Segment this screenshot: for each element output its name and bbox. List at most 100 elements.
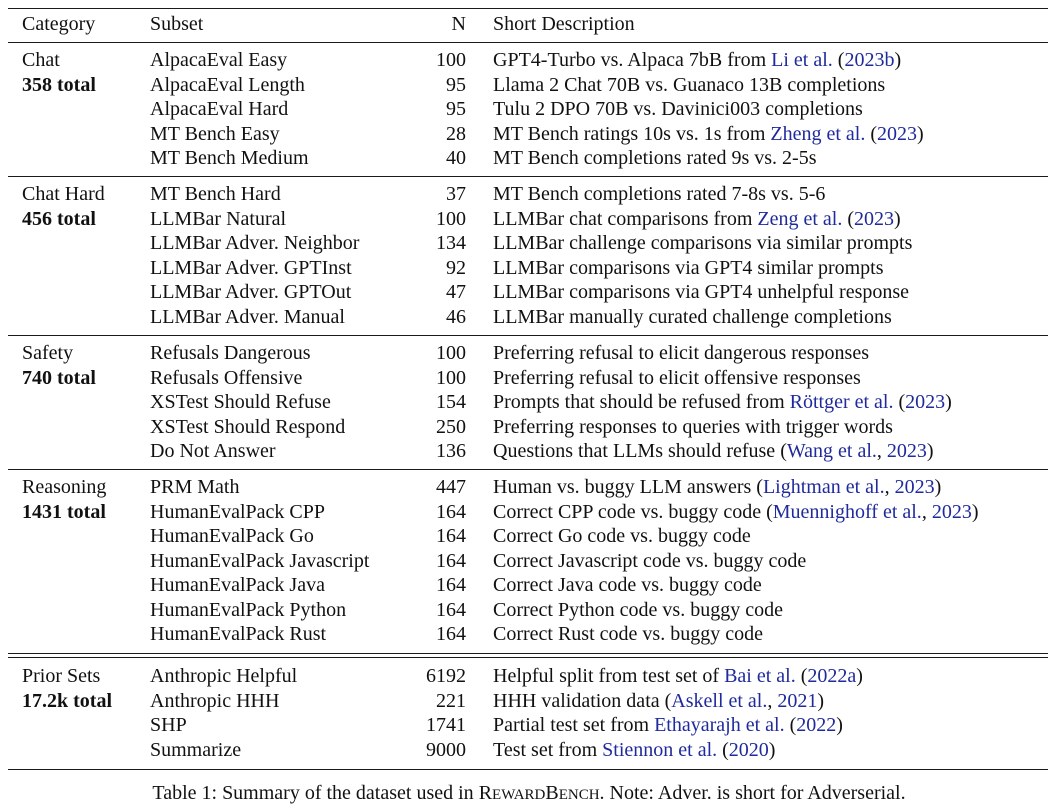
citation-year-link[interactable]: 2022 — [796, 714, 837, 736]
description-text: Preferring responses to queries with tri… — [493, 415, 893, 438]
citation-year-link[interactable]: 2023 — [854, 207, 895, 230]
citation-year-link[interactable]: 2023 — [931, 500, 972, 523]
citation-year-link[interactable]: 2023b — [844, 49, 895, 71]
short-description: Preferring refusal to elicit offensive r… — [493, 366, 861, 391]
subset-name: HumanEvalPack CPP — [150, 500, 325, 523]
short-description: LLMBar challenge comparisons via similar… — [493, 231, 912, 256]
table-row: LLMBar Adver. Manual 46 LLMBar manually cu… — [0, 305, 1058, 330]
subset-name: Refusals Dangerous — [150, 342, 311, 364]
caption-suffix: . Note: Adver. is short for Adverserial. — [599, 782, 906, 804]
table-row: 1431 total HumanEvalPack CPP 164 Correct CP… — [0, 500, 1058, 525]
caption-prefix: Table 1: Summary of the dataset used in — [152, 782, 479, 804]
short-description: MT Bench completions rated 7-8s vs. 5-6 — [493, 182, 825, 207]
subset-count: 37 — [446, 183, 466, 205]
description-text: LLMBar comparisons via GPT4 unhelpful re… — [493, 281, 910, 303]
short-description: LLMBar manually curated challenge comple… — [493, 305, 892, 330]
subset-name: MT Bench Medium — [150, 147, 309, 169]
citation-author-link[interactable]: Ethayarajh et al. — [654, 714, 785, 736]
citation-author-link[interactable]: Muennighoff et al. — [772, 500, 922, 523]
description-text: MT Bench ratings 10s vs. 1s from — [493, 122, 771, 145]
citation-year-link[interactable]: 2023 — [905, 391, 946, 413]
subset-name: LLMBar Adver. Neighbor — [150, 232, 360, 254]
citation-year-link[interactable]: 2023 — [886, 440, 927, 462]
subset-count: 40 — [446, 147, 466, 169]
citation-author-link[interactable]: Zeng et al. — [757, 207, 843, 230]
category-total: 1431 total — [22, 500, 106, 523]
short-description: MT Bench ratings 10s vs. 1s from Zheng e… — [493, 122, 924, 147]
citation-year-link[interactable]: 2021 — [777, 689, 818, 712]
caption-name-ench: ENCH — [558, 787, 600, 803]
subset-name: LLMBar Adver. Manual — [150, 305, 345, 328]
citation-author-link[interactable]: Askell et al. — [671, 689, 768, 712]
subset-count: 6192 — [426, 665, 466, 687]
description-text: Preferring refusal to elicit offensive r… — [493, 366, 861, 389]
citation-year-link[interactable]: 2023 — [877, 122, 918, 145]
citation-author-link[interactable]: Bai et al. — [724, 665, 796, 687]
description-text: Correct Rust code vs. buggy code — [493, 623, 763, 645]
citation-separator: , — [921, 500, 932, 523]
citation-author-link[interactable]: Wang et al. — [786, 440, 877, 462]
short-description: Test set from Stiennon et al. (2020) — [493, 738, 775, 763]
description-text: MT Bench completions rated 7-8s vs. 5-6 — [493, 183, 826, 205]
table-row: LLMBar Adver. GPTInst 92 LLMBar comparison… — [0, 256, 1058, 281]
short-description: Correct Python code vs. buggy code — [493, 598, 783, 623]
caption-name-r: R — [478, 782, 493, 804]
citation-author-link[interactable]: Li et al. — [771, 49, 833, 71]
citation-author-link[interactable]: Zheng et al. — [770, 122, 866, 145]
description-text: Llama 2 Chat 70B vs. Guanaco 13B complet… — [493, 73, 886, 96]
short-description: LLMBar comparisons via GPT4 unhelpful re… — [493, 280, 909, 305]
citation-author-link[interactable]: Stiennon et al. — [602, 738, 718, 761]
subset-count: 95 — [446, 98, 466, 120]
citation-separator: ( — [784, 714, 797, 736]
short-description: Questions that LLMs should refuse (Wang … — [493, 439, 934, 464]
table-row: HumanEvalPack Java 164 Correct Java code v… — [0, 573, 1058, 598]
citation-author-link[interactable]: Röttger et al. — [789, 391, 894, 413]
citation-author-link[interactable]: Lightman et al. — [762, 476, 885, 498]
subset-count: 9000 — [426, 738, 466, 761]
category-name: Chat — [22, 49, 60, 71]
subset-count: 164 — [436, 549, 466, 572]
subset-name: PRM Math — [150, 476, 240, 498]
short-description: Helpful split from test set of Bai et al… — [493, 664, 863, 689]
description-text: GPT4-Turbo vs. Alpaca 7bB from — [493, 49, 772, 71]
table-row: XSTest Should Refuse 154 Prompts that shou… — [0, 390, 1058, 415]
description-text: Human vs. buggy LLM answers ( — [493, 476, 763, 498]
table-row: HumanEvalPack Javascript 164 Correct Javas… — [0, 549, 1058, 574]
citation-separator: , — [767, 689, 778, 712]
short-description: Tulu 2 DPO 70B vs. Davinici003 completio… — [493, 97, 863, 122]
subset-name: MT Bench Easy — [150, 122, 280, 145]
subset-count: 164 — [436, 574, 466, 596]
subset-count: 100 — [436, 207, 466, 230]
header-description: Short Description — [493, 13, 635, 35]
description-text: LLMBar comparisons via GPT4 similar prom… — [493, 256, 884, 279]
description-text: Tulu 2 DPO 70B vs. Davinici003 completio… — [493, 98, 863, 120]
description-text: Correct CPP code vs. buggy code ( — [493, 500, 773, 523]
subset-count: 28 — [446, 122, 466, 145]
citation-year-link[interactable]: 2023 — [894, 476, 935, 498]
citation-year-link[interactable]: 2020 — [728, 738, 769, 761]
table-row: MT Bench Medium 40 MT Bench completions ra… — [0, 146, 1058, 171]
citation-separator: ( — [893, 391, 906, 413]
subset-count: 95 — [446, 73, 466, 96]
description-text: Correct Javascript code vs. buggy code — [493, 549, 807, 572]
section-rule — [8, 335, 1048, 336]
subset-name: Anthropic Helpful — [150, 665, 298, 687]
section-rule — [8, 176, 1048, 177]
category-total: 740 total — [22, 366, 96, 389]
citation-close: ) — [934, 476, 942, 498]
short-description: Correct Rust code vs. buggy code — [493, 622, 763, 647]
subset-name: Do Not Answer — [150, 440, 276, 462]
subset-name: HumanEvalPack Python — [150, 598, 347, 621]
subset-name: AlpacaEval Length — [150, 73, 305, 96]
subset-count: 250 — [436, 415, 466, 438]
category-name: Prior Sets — [22, 665, 101, 687]
table-row: LLMBar Adver. GPTOut 47 LLMBar comparisons… — [0, 280, 1058, 305]
short-description: HHH validation data (Askell et al., 2021… — [493, 689, 824, 714]
description-text: Correct Python code vs. buggy code — [493, 598, 783, 621]
description-text: LLMBar challenge comparisons via similar… — [493, 232, 913, 254]
subset-count: 134 — [436, 232, 466, 254]
subset-name: XSTest Should Refuse — [150, 391, 331, 413]
subset-count: 136 — [436, 440, 466, 462]
short-description: Partial test set from Ethayarajh et al. … — [493, 713, 843, 738]
citation-year-link[interactable]: 2022a — [807, 665, 857, 687]
